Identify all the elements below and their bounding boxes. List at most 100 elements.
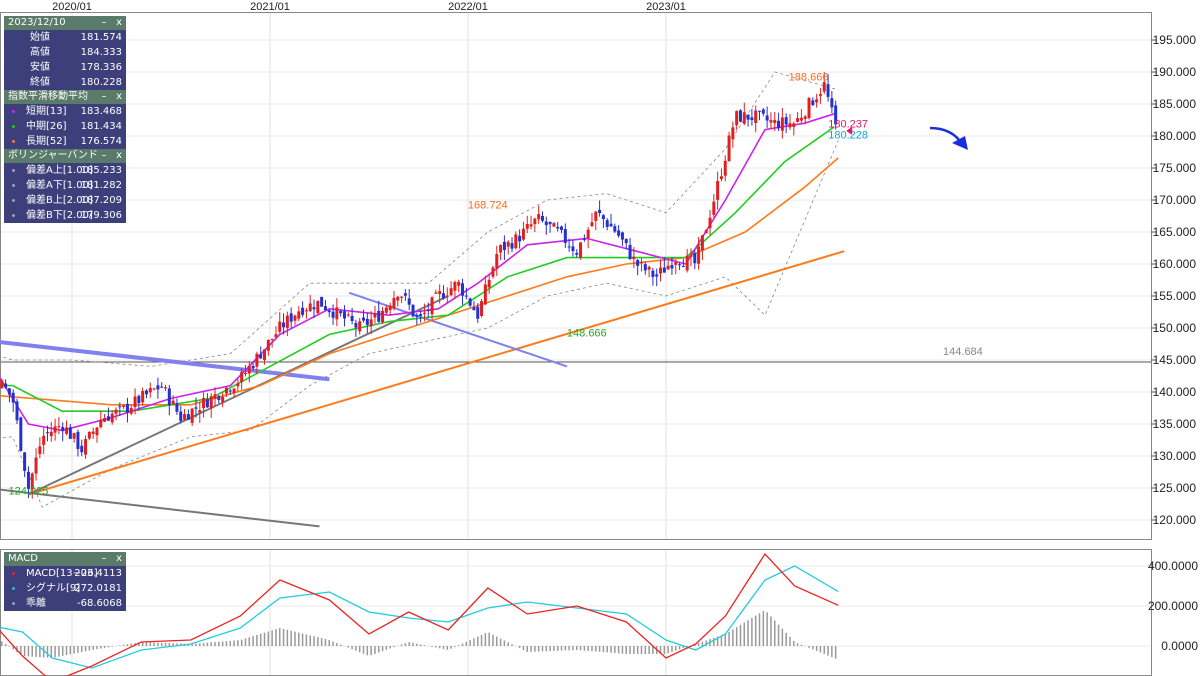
candle-body [160,386,164,388]
ohlc-row-low: 安値 178.336 [4,60,126,75]
candle-body [704,230,708,234]
candle-body [156,385,160,390]
candle-body [263,349,267,361]
candle-body [38,446,42,455]
candle-body [735,111,739,126]
candle-body [381,310,385,323]
candle-body [15,401,19,421]
candle-body [529,224,533,227]
ohlc-label: 高値 [30,47,50,58]
candle-body [240,371,244,383]
bollinger-label: 偏差B下[2.00] [26,210,93,221]
x-axis-labels: 2020/01 2021/01 2022/01 2023/01 [52,1,686,13]
candle-body [483,284,487,305]
macd-panel[interactable]: MACD – x MACD[13−26] 203.4113 シグナル[9] 272.… [4,552,126,611]
candle-body [373,313,377,318]
candle-body [282,322,286,328]
candle-body [205,399,209,408]
candle-body [659,267,663,274]
legend-dot-icon [12,602,15,605]
candle-body [342,311,346,319]
candle-body [605,220,609,227]
candle-body [712,201,716,215]
candle-body [830,98,834,108]
candle-body [700,235,704,251]
candle-body [788,123,792,128]
legend-dot-icon [12,214,15,217]
candle-body [430,297,434,315]
candle-body [350,315,354,322]
candle-body [689,255,693,257]
y-tick-label: 195.000 [1153,33,1197,47]
candle-body [209,396,213,409]
candle-body [525,223,529,229]
minimize-icon[interactable]: – [101,91,107,102]
ohlc-value: 181.574 [80,32,122,43]
divergence-row: 乖離 -68.6068 [4,596,126,611]
ema-value: 183.468 [80,106,122,117]
candle-body [620,232,624,240]
ohlc-label: 始値 [30,32,50,43]
candle-body [411,304,415,317]
minimize-icon[interactable]: – [101,17,107,28]
candle-body [396,296,400,301]
candle-body [445,295,449,297]
close-icon[interactable]: x [116,91,122,102]
minimize-icon[interactable]: – [101,150,107,161]
candle-body [461,283,465,296]
candle-body [537,214,541,220]
close-icon[interactable]: x [116,150,122,161]
bollinger-value: 179.306 [80,210,122,221]
candle-body [716,180,720,200]
ema-label: 長期[52] [26,136,67,147]
close-icon[interactable]: x [116,17,122,28]
candle-body [251,365,255,369]
macd-y-axis-ticks: 400.0000 200.0000 0.0000 [1148,559,1198,653]
price-annotation: 180.237 [828,119,868,131]
candle-body [441,293,445,299]
y-axis-ticks: 120.000 125.000 130.000 135.000 140.000 145.0… [1151,33,1196,527]
candle-body [731,127,735,140]
candle-body [818,94,822,96]
candle-body [594,211,598,221]
ema-row-mid: 中期[26] 181.434 [4,119,126,134]
candle-body [30,473,34,490]
legend-dot-icon [12,125,15,128]
bollinger-label: 偏差B上[2.00] [26,195,93,206]
candle-body [167,388,171,406]
macd-panel-header[interactable]: MACD – x [4,552,126,566]
close-icon[interactable]: x [116,553,122,564]
bollinger-panel-title: ボリンジャーバンド [8,150,98,161]
minimize-icon[interactable]: – [101,553,107,564]
macd-line [0,552,839,676]
candle-body [384,307,388,313]
candle-body [495,254,499,269]
candle-body [400,296,404,298]
candle-body [87,431,91,439]
candle-body [365,318,369,325]
candle-body [346,314,350,316]
ema-panel-header[interactable]: 指数平滑移動平均 – x [4,90,126,104]
signal-row: シグナル[9] 272.0181 [4,581,126,596]
candle-body [579,242,583,258]
legend-dot-icon [12,110,15,113]
candle-body [106,416,110,421]
candle-body [11,392,15,403]
ohlc-panel-header[interactable]: 2023/12/10 – x [4,16,126,30]
candle-body [628,244,632,260]
bollinger-panel-header[interactable]: ボリンジャーバンド – x [4,149,126,163]
candle-body [453,281,457,291]
ohlc-label: 終値 [30,77,50,88]
candle-body [666,265,670,270]
ohlc-panel[interactable]: 2023/12/10 – x 始値 181.574 高値 184.333 安値 178… [4,16,126,223]
legend-dot-icon [12,184,15,187]
candle-body [34,457,38,474]
candle-body [274,334,278,338]
macd-value: 203.4113 [74,568,122,579]
divergence-value: -68.6068 [77,598,122,609]
candle-body [567,246,571,248]
candle-body [651,270,655,277]
candle-body [183,414,187,420]
candle-body [544,221,548,226]
